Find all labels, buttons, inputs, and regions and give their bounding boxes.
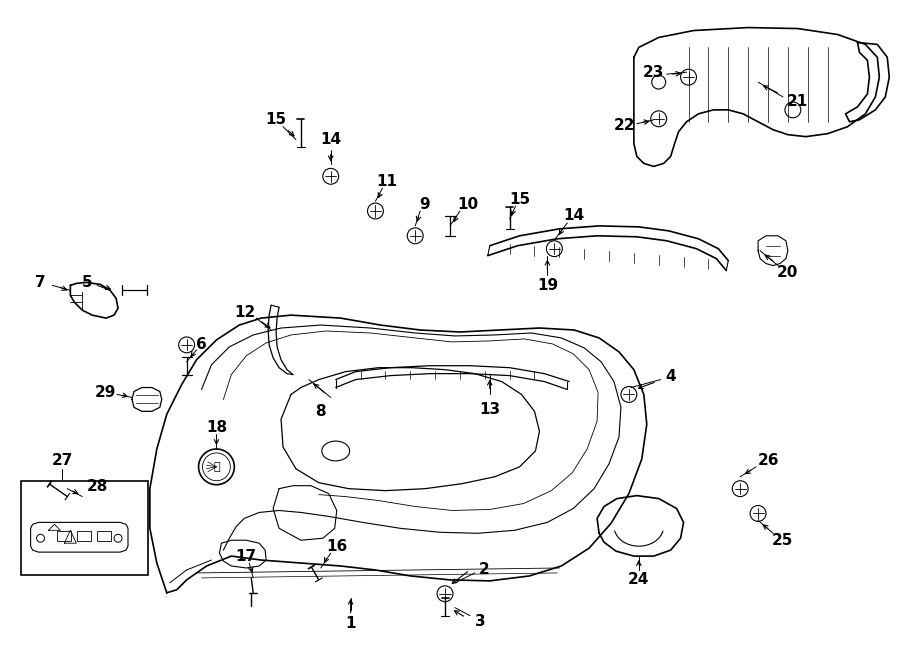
Text: 24: 24	[628, 572, 650, 588]
Text: 3: 3	[474, 614, 485, 629]
Text: 12: 12	[235, 305, 256, 320]
Text: 11: 11	[376, 174, 397, 189]
Text: 28: 28	[86, 479, 108, 494]
FancyBboxPatch shape	[77, 531, 91, 541]
Text: 15: 15	[266, 112, 286, 128]
Text: 20: 20	[778, 265, 798, 280]
Text: 8: 8	[316, 404, 326, 419]
Text: 29: 29	[94, 385, 116, 400]
Text: 14: 14	[320, 132, 341, 147]
Text: 19: 19	[536, 278, 558, 293]
Text: 25: 25	[771, 533, 793, 548]
Text: 🔰: 🔰	[213, 462, 220, 472]
Text: 23: 23	[643, 65, 664, 80]
Text: 7: 7	[35, 275, 46, 290]
Text: 6: 6	[196, 337, 207, 352]
Text: 9: 9	[418, 196, 429, 212]
Text: 14: 14	[563, 208, 585, 223]
FancyBboxPatch shape	[21, 481, 148, 575]
Text: 27: 27	[51, 453, 73, 469]
FancyBboxPatch shape	[97, 531, 111, 541]
Text: 10: 10	[457, 196, 479, 212]
Text: 16: 16	[326, 539, 347, 554]
Text: 1: 1	[346, 616, 356, 631]
Text: 4: 4	[665, 369, 676, 384]
Text: 13: 13	[479, 402, 500, 417]
Text: 17: 17	[236, 549, 256, 564]
Text: 26: 26	[757, 453, 778, 469]
Text: 2: 2	[479, 563, 490, 578]
Text: 22: 22	[614, 118, 635, 134]
Text: 15: 15	[509, 192, 530, 207]
Text: 21: 21	[788, 95, 808, 110]
Text: 18: 18	[206, 420, 227, 435]
FancyBboxPatch shape	[58, 531, 71, 541]
Text: 5: 5	[82, 275, 93, 290]
